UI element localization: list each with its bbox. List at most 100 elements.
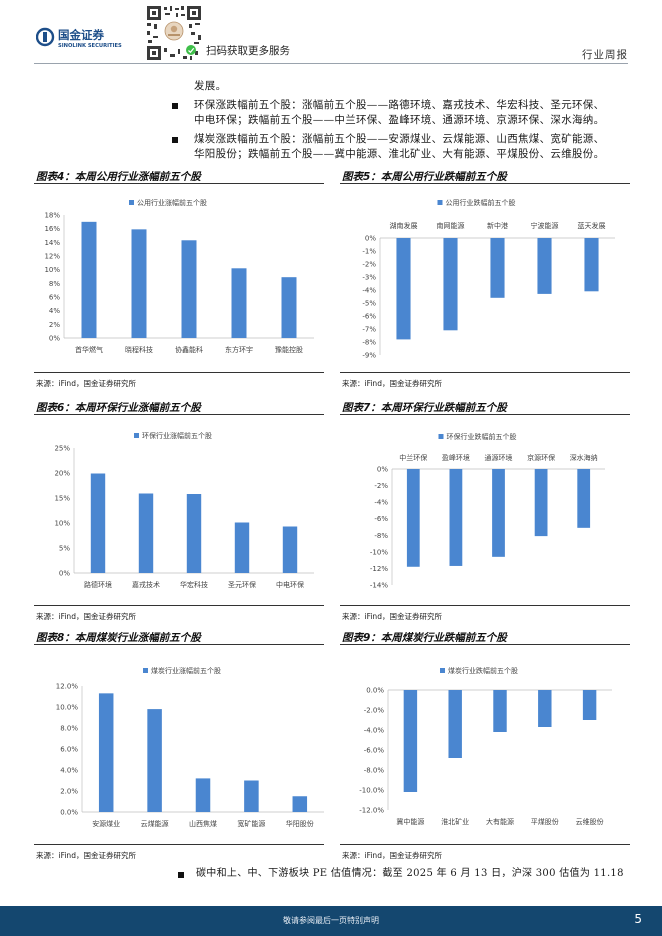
y-tick-label: 0% [365, 235, 376, 243]
y-tick-label: -2.0% [364, 707, 385, 715]
category-label: 深水海纳 [570, 453, 598, 462]
logo-cn-text: 国金证券 [58, 28, 104, 42]
legend-label: 公用行业跌幅前五个股 [446, 198, 516, 207]
y-tick-label: -4% [362, 287, 376, 295]
bar [181, 240, 197, 338]
footer-disclaimer[interactable]: 敬请参阅最后一页特别声明 [283, 916, 379, 925]
figure-5-title: 图表5：本周公用行业跌幅前五个股 [342, 171, 507, 183]
y-tick-label: -8.0% [364, 767, 385, 775]
bullet-marker [178, 872, 184, 878]
category-label: 大有能源 [486, 817, 514, 826]
y-tick-label: 10% [44, 266, 60, 274]
category-label: 安源煤业 [92, 819, 120, 828]
y-tick-label: -4% [374, 499, 388, 507]
y-tick-label: 14% [44, 239, 60, 247]
category-label: 通源环境 [485, 453, 513, 462]
figure-4-title: 图表4：本周公用行业涨幅前五个股 [36, 171, 201, 183]
legend-swatch [437, 200, 443, 205]
bullet-marker [172, 137, 178, 143]
bar [396, 238, 411, 340]
legend-swatch [143, 668, 148, 673]
y-tick-label: -4.0% [364, 727, 385, 735]
figure-7-chart: 环保行业跌幅前五个股 0% -2% -4% -6% -8% -10% -12% -14% 中兰环保… [340, 420, 630, 598]
y-tick-label: -6.0% [364, 747, 385, 755]
bar [90, 473, 106, 573]
y-tick-label: -2% [374, 482, 388, 490]
page-footer: 敬请参阅最后一页特别声明 5 [0, 906, 662, 936]
y-tick-label: 15% [54, 495, 70, 503]
env-movers-line-2: 中电环保；跌幅前五个股——中兰环保、盈峰环境、通源环境、京源环保、深水海纳。 [194, 114, 605, 126]
bar [492, 469, 505, 557]
y-tick-label: 8.0% [60, 725, 78, 733]
y-tick-label: -7% [362, 326, 376, 334]
category-label: 平煤股份 [531, 817, 559, 826]
bar [584, 238, 599, 292]
category-label: 首华燃气 [75, 345, 103, 354]
bar [282, 526, 298, 573]
logo-en-text: SINOLINK SECURITIES [58, 43, 122, 49]
y-tick-label: -6% [362, 313, 376, 321]
bar [449, 469, 463, 566]
figure-5-source: 来源：iFind，国金证券研究所 [342, 379, 442, 388]
y-tick-label: 0.0% [366, 687, 384, 695]
category-label: 淮北矿业 [441, 817, 469, 826]
page-number: 5 [634, 912, 642, 926]
figure-6-source: 来源：iFind，国金证券研究所 [36, 612, 136, 621]
category-label: 新中港 [487, 221, 508, 230]
bar [403, 690, 418, 792]
y-tick-label: 0% [59, 570, 70, 578]
paragraph-continuation: 发展。 [194, 80, 227, 92]
figure-5-rule [340, 183, 630, 184]
y-tick-label: 5% [59, 545, 70, 553]
bar [186, 494, 202, 573]
category-label: 南网能源 [437, 221, 465, 230]
category-label: 蓝天发展 [578, 221, 606, 230]
coal-movers-line-2: 华阳股份；跌幅前五个股——冀中能源、淮北矿业、大有能源、平煤股份、云维股份。 [194, 148, 605, 160]
category-label: 协鑫能科 [175, 345, 203, 354]
figure-4-chart: 公用行业涨幅前五个股 0% 2% 4% 6% 8% 10% 12% 14% 16% 18% 首华燃气 晓… [34, 190, 324, 365]
y-tick-label: -12.0% [359, 807, 384, 815]
bar [195, 778, 211, 812]
bar [131, 229, 147, 338]
qr-code[interactable] [145, 4, 203, 62]
figure-4-rule [34, 183, 324, 184]
y-tick-label: -2% [362, 261, 376, 269]
figure-9-bottom-rule [340, 844, 630, 845]
figure-5-chart: 公用行业跌幅前五个股 0% -1% -2% -3% -4% -5% -6% -7% -8% -9% 湖… [340, 190, 630, 365]
legend-swatch [129, 200, 134, 205]
bar [234, 522, 250, 573]
page-header: 国金证券 SINOLINK SECURITIES 扫码获取更多服务 行业周报 [0, 0, 662, 66]
category-label: 山西焦煤 [189, 819, 217, 828]
bar [490, 238, 505, 298]
figure-8-rule [34, 644, 324, 645]
legend-label: 环保行业跌幅前五个股 [447, 432, 517, 441]
category-label: 晓程科技 [125, 345, 153, 354]
bar [81, 221, 97, 338]
y-tick-label: 2.0% [60, 788, 78, 796]
figure-7-bottom-rule [340, 605, 630, 606]
bar [577, 469, 591, 528]
y-tick-label: 12% [44, 253, 60, 261]
bar [292, 796, 308, 812]
bullet-marker [172, 103, 178, 109]
y-tick-label: -9% [362, 352, 376, 360]
pe-valuation-line: 碳中和上、中、下游板块 PE 估值情况：截至 2025 年 6 月 13 日，沪… [196, 868, 624, 879]
y-tick-label: 6% [49, 294, 60, 302]
category-label: 华阳股份 [286, 819, 314, 828]
figure-9-title: 图表9：本周煤炭行业跌幅前五个股 [342, 632, 507, 644]
y-tick-label: -8% [362, 339, 376, 347]
category-label: 云煤能源 [141, 819, 169, 828]
category-label: 盈峰环境 [442, 453, 470, 462]
legend-label: 煤炭行业涨幅前五个股 [151, 666, 221, 675]
y-tick-label: 4.0% [60, 767, 78, 775]
figure-6-rule [34, 414, 324, 415]
figure-7-source: 来源：iFind，国金证券研究所 [342, 612, 442, 621]
category-label: 宽矿能源 [237, 819, 265, 828]
y-tick-label: -14% [370, 582, 388, 590]
y-tick-label: -8% [374, 532, 388, 540]
figure-7-rule [340, 414, 630, 415]
y-tick-label: 0% [377, 466, 388, 474]
header-divider [34, 63, 628, 64]
y-tick-label: 8% [49, 280, 60, 288]
figure-9-source: 来源：iFind，国金证券研究所 [342, 851, 442, 860]
